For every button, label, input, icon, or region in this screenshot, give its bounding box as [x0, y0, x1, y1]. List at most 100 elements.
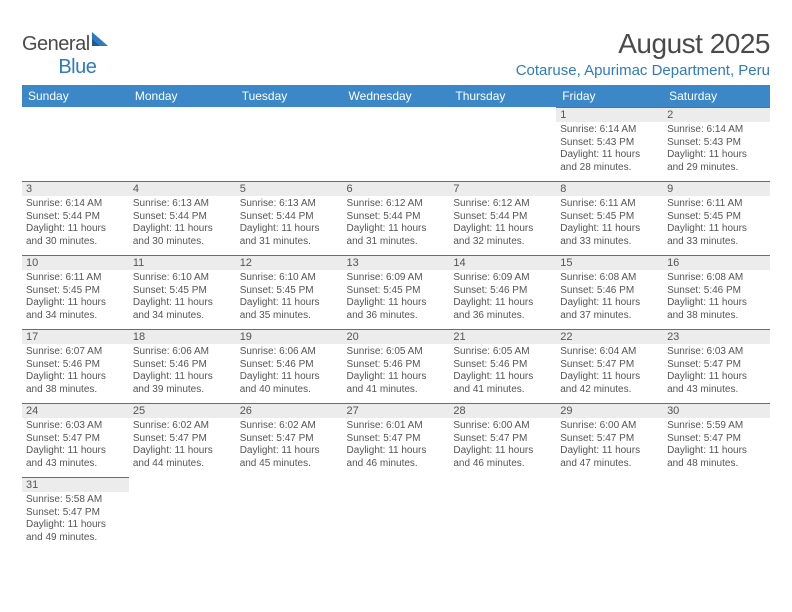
day-number: 6	[343, 181, 450, 196]
calendar-week: 24Sunrise: 6:03 AMSunset: 5:47 PMDayligh…	[22, 403, 770, 477]
sunset: Sunset: 5:47 PM	[347, 433, 446, 446]
daylight: Daylight: 11 hours and 47 minutes.	[560, 445, 659, 470]
day-number: 1	[556, 107, 663, 122]
sunrise: Sunrise: 6:08 AM	[560, 272, 659, 285]
day-number: 5	[236, 181, 343, 196]
sunset: Sunset: 5:47 PM	[667, 433, 766, 446]
calendar-week: 10Sunrise: 6:11 AMSunset: 5:45 PMDayligh…	[22, 255, 770, 329]
sunset: Sunset: 5:46 PM	[667, 285, 766, 298]
day-details: Sunrise: 6:12 AMSunset: 5:44 PMDaylight:…	[449, 196, 556, 248]
sunset: Sunset: 5:47 PM	[560, 433, 659, 446]
logo-word2: Blue	[58, 56, 96, 78]
sunrise: Sunrise: 6:05 AM	[453, 346, 552, 359]
sunset: Sunset: 5:45 PM	[347, 285, 446, 298]
calendar-day-empty	[663, 477, 770, 551]
sunset: Sunset: 5:45 PM	[240, 285, 339, 298]
daylight: Daylight: 11 hours and 34 minutes.	[26, 297, 125, 322]
day-number: 28	[449, 403, 556, 418]
sunrise: Sunrise: 6:07 AM	[26, 346, 125, 359]
daylight: Daylight: 11 hours and 48 minutes.	[667, 445, 766, 470]
sunrise: Sunrise: 6:13 AM	[133, 198, 232, 211]
day-details: Sunrise: 6:05 AMSunset: 5:46 PMDaylight:…	[343, 344, 450, 396]
calendar-day-empty	[449, 477, 556, 551]
calendar-day: 30Sunrise: 5:59 AMSunset: 5:47 PMDayligh…	[663, 403, 770, 477]
calendar-day: 10Sunrise: 6:11 AMSunset: 5:45 PMDayligh…	[22, 255, 129, 329]
daylight: Daylight: 11 hours and 31 minutes.	[240, 223, 339, 248]
sunset: Sunset: 5:44 PM	[453, 211, 552, 224]
calendar-day: 21Sunrise: 6:05 AMSunset: 5:46 PMDayligh…	[449, 329, 556, 403]
daylight: Daylight: 11 hours and 36 minutes.	[453, 297, 552, 322]
sunrise: Sunrise: 6:09 AM	[453, 272, 552, 285]
calendar-day: 14Sunrise: 6:09 AMSunset: 5:46 PMDayligh…	[449, 255, 556, 329]
sunset: Sunset: 5:46 PM	[240, 359, 339, 372]
day-number: 17	[22, 329, 129, 344]
daylight: Daylight: 11 hours and 41 minutes.	[453, 371, 552, 396]
day-details: Sunrise: 6:10 AMSunset: 5:45 PMDaylight:…	[129, 270, 236, 322]
day-number: 2	[663, 107, 770, 122]
day-number: 20	[343, 329, 450, 344]
sunrise: Sunrise: 5:58 AM	[26, 494, 125, 507]
sunrise: Sunrise: 6:05 AM	[347, 346, 446, 359]
day-details: Sunrise: 6:06 AMSunset: 5:46 PMDaylight:…	[129, 344, 236, 396]
calendar-day: 9Sunrise: 6:11 AMSunset: 5:45 PMDaylight…	[663, 181, 770, 255]
location: Cotaruse, Apurimac Department, Peru	[516, 62, 770, 79]
header: General GenBlue August 2025 Cotaruse, Ap…	[22, 28, 770, 79]
calendar-day: 13Sunrise: 6:09 AMSunset: 5:45 PMDayligh…	[343, 255, 450, 329]
daylight: Daylight: 11 hours and 28 minutes.	[560, 149, 659, 174]
sunrise: Sunrise: 6:00 AM	[560, 420, 659, 433]
day-details: Sunrise: 6:07 AMSunset: 5:46 PMDaylight:…	[22, 344, 129, 396]
daylight: Daylight: 11 hours and 35 minutes.	[240, 297, 339, 322]
calendar-header-row: SundayMondayTuesdayWednesdayThursdayFrid…	[22, 85, 770, 107]
sunset: Sunset: 5:44 PM	[26, 211, 125, 224]
day-details: Sunrise: 6:09 AMSunset: 5:45 PMDaylight:…	[343, 270, 450, 322]
day-number: 23	[663, 329, 770, 344]
logo-word1: General	[22, 33, 90, 55]
calendar-day: 11Sunrise: 6:10 AMSunset: 5:45 PMDayligh…	[129, 255, 236, 329]
calendar-day: 28Sunrise: 6:00 AMSunset: 5:47 PMDayligh…	[449, 403, 556, 477]
day-details: Sunrise: 6:08 AMSunset: 5:46 PMDaylight:…	[663, 270, 770, 322]
day-number: 12	[236, 255, 343, 270]
day-details: Sunrise: 6:03 AMSunset: 5:47 PMDaylight:…	[22, 418, 129, 470]
day-number: 18	[129, 329, 236, 344]
sunset: Sunset: 5:47 PM	[453, 433, 552, 446]
calendar-day-empty	[449, 107, 556, 181]
daylight: Daylight: 11 hours and 33 minutes.	[560, 223, 659, 248]
daylight: Daylight: 11 hours and 31 minutes.	[347, 223, 446, 248]
daylight: Daylight: 11 hours and 36 minutes.	[347, 297, 446, 322]
day-details: Sunrise: 5:59 AMSunset: 5:47 PMDaylight:…	[663, 418, 770, 470]
daylight: Daylight: 11 hours and 41 minutes.	[347, 371, 446, 396]
calendar-week: 3Sunrise: 6:14 AMSunset: 5:44 PMDaylight…	[22, 181, 770, 255]
calendar-day: 20Sunrise: 6:05 AMSunset: 5:46 PMDayligh…	[343, 329, 450, 403]
calendar-day: 1Sunrise: 6:14 AMSunset: 5:43 PMDaylight…	[556, 107, 663, 181]
calendar-week: 17Sunrise: 6:07 AMSunset: 5:46 PMDayligh…	[22, 329, 770, 403]
calendar-day: 6Sunrise: 6:12 AMSunset: 5:44 PMDaylight…	[343, 181, 450, 255]
logo-text: General GenBlue	[22, 32, 112, 79]
sunset: Sunset: 5:43 PM	[560, 137, 659, 150]
sunrise: Sunrise: 6:11 AM	[560, 198, 659, 211]
calendar-day: 4Sunrise: 6:13 AMSunset: 5:44 PMDaylight…	[129, 181, 236, 255]
day-number: 16	[663, 255, 770, 270]
logo-sail-icon	[90, 31, 112, 53]
day-details: Sunrise: 6:14 AMSunset: 5:44 PMDaylight:…	[22, 196, 129, 248]
day-header: Friday	[556, 85, 663, 107]
daylight: Daylight: 11 hours and 43 minutes.	[667, 371, 766, 396]
sunrise: Sunrise: 6:10 AM	[133, 272, 232, 285]
calendar-day: 25Sunrise: 6:02 AMSunset: 5:47 PMDayligh…	[129, 403, 236, 477]
day-number: 31	[22, 477, 129, 492]
calendar-day: 5Sunrise: 6:13 AMSunset: 5:44 PMDaylight…	[236, 181, 343, 255]
sunset: Sunset: 5:44 PM	[133, 211, 232, 224]
sunrise: Sunrise: 6:11 AM	[667, 198, 766, 211]
daylight: Daylight: 11 hours and 30 minutes.	[26, 223, 125, 248]
sunset: Sunset: 5:45 PM	[667, 211, 766, 224]
day-details: Sunrise: 6:05 AMSunset: 5:46 PMDaylight:…	[449, 344, 556, 396]
sunset: Sunset: 5:47 PM	[667, 359, 766, 372]
sunrise: Sunrise: 6:14 AM	[667, 124, 766, 137]
day-number: 7	[449, 181, 556, 196]
calendar-week: 31Sunrise: 5:58 AMSunset: 5:47 PMDayligh…	[22, 477, 770, 551]
day-number: 29	[556, 403, 663, 418]
sunrise: Sunrise: 6:06 AM	[133, 346, 232, 359]
sunrise: Sunrise: 6:04 AM	[560, 346, 659, 359]
day-number: 3	[22, 181, 129, 196]
daylight: Daylight: 11 hours and 46 minutes.	[453, 445, 552, 470]
daylight: Daylight: 11 hours and 49 minutes.	[26, 519, 125, 544]
